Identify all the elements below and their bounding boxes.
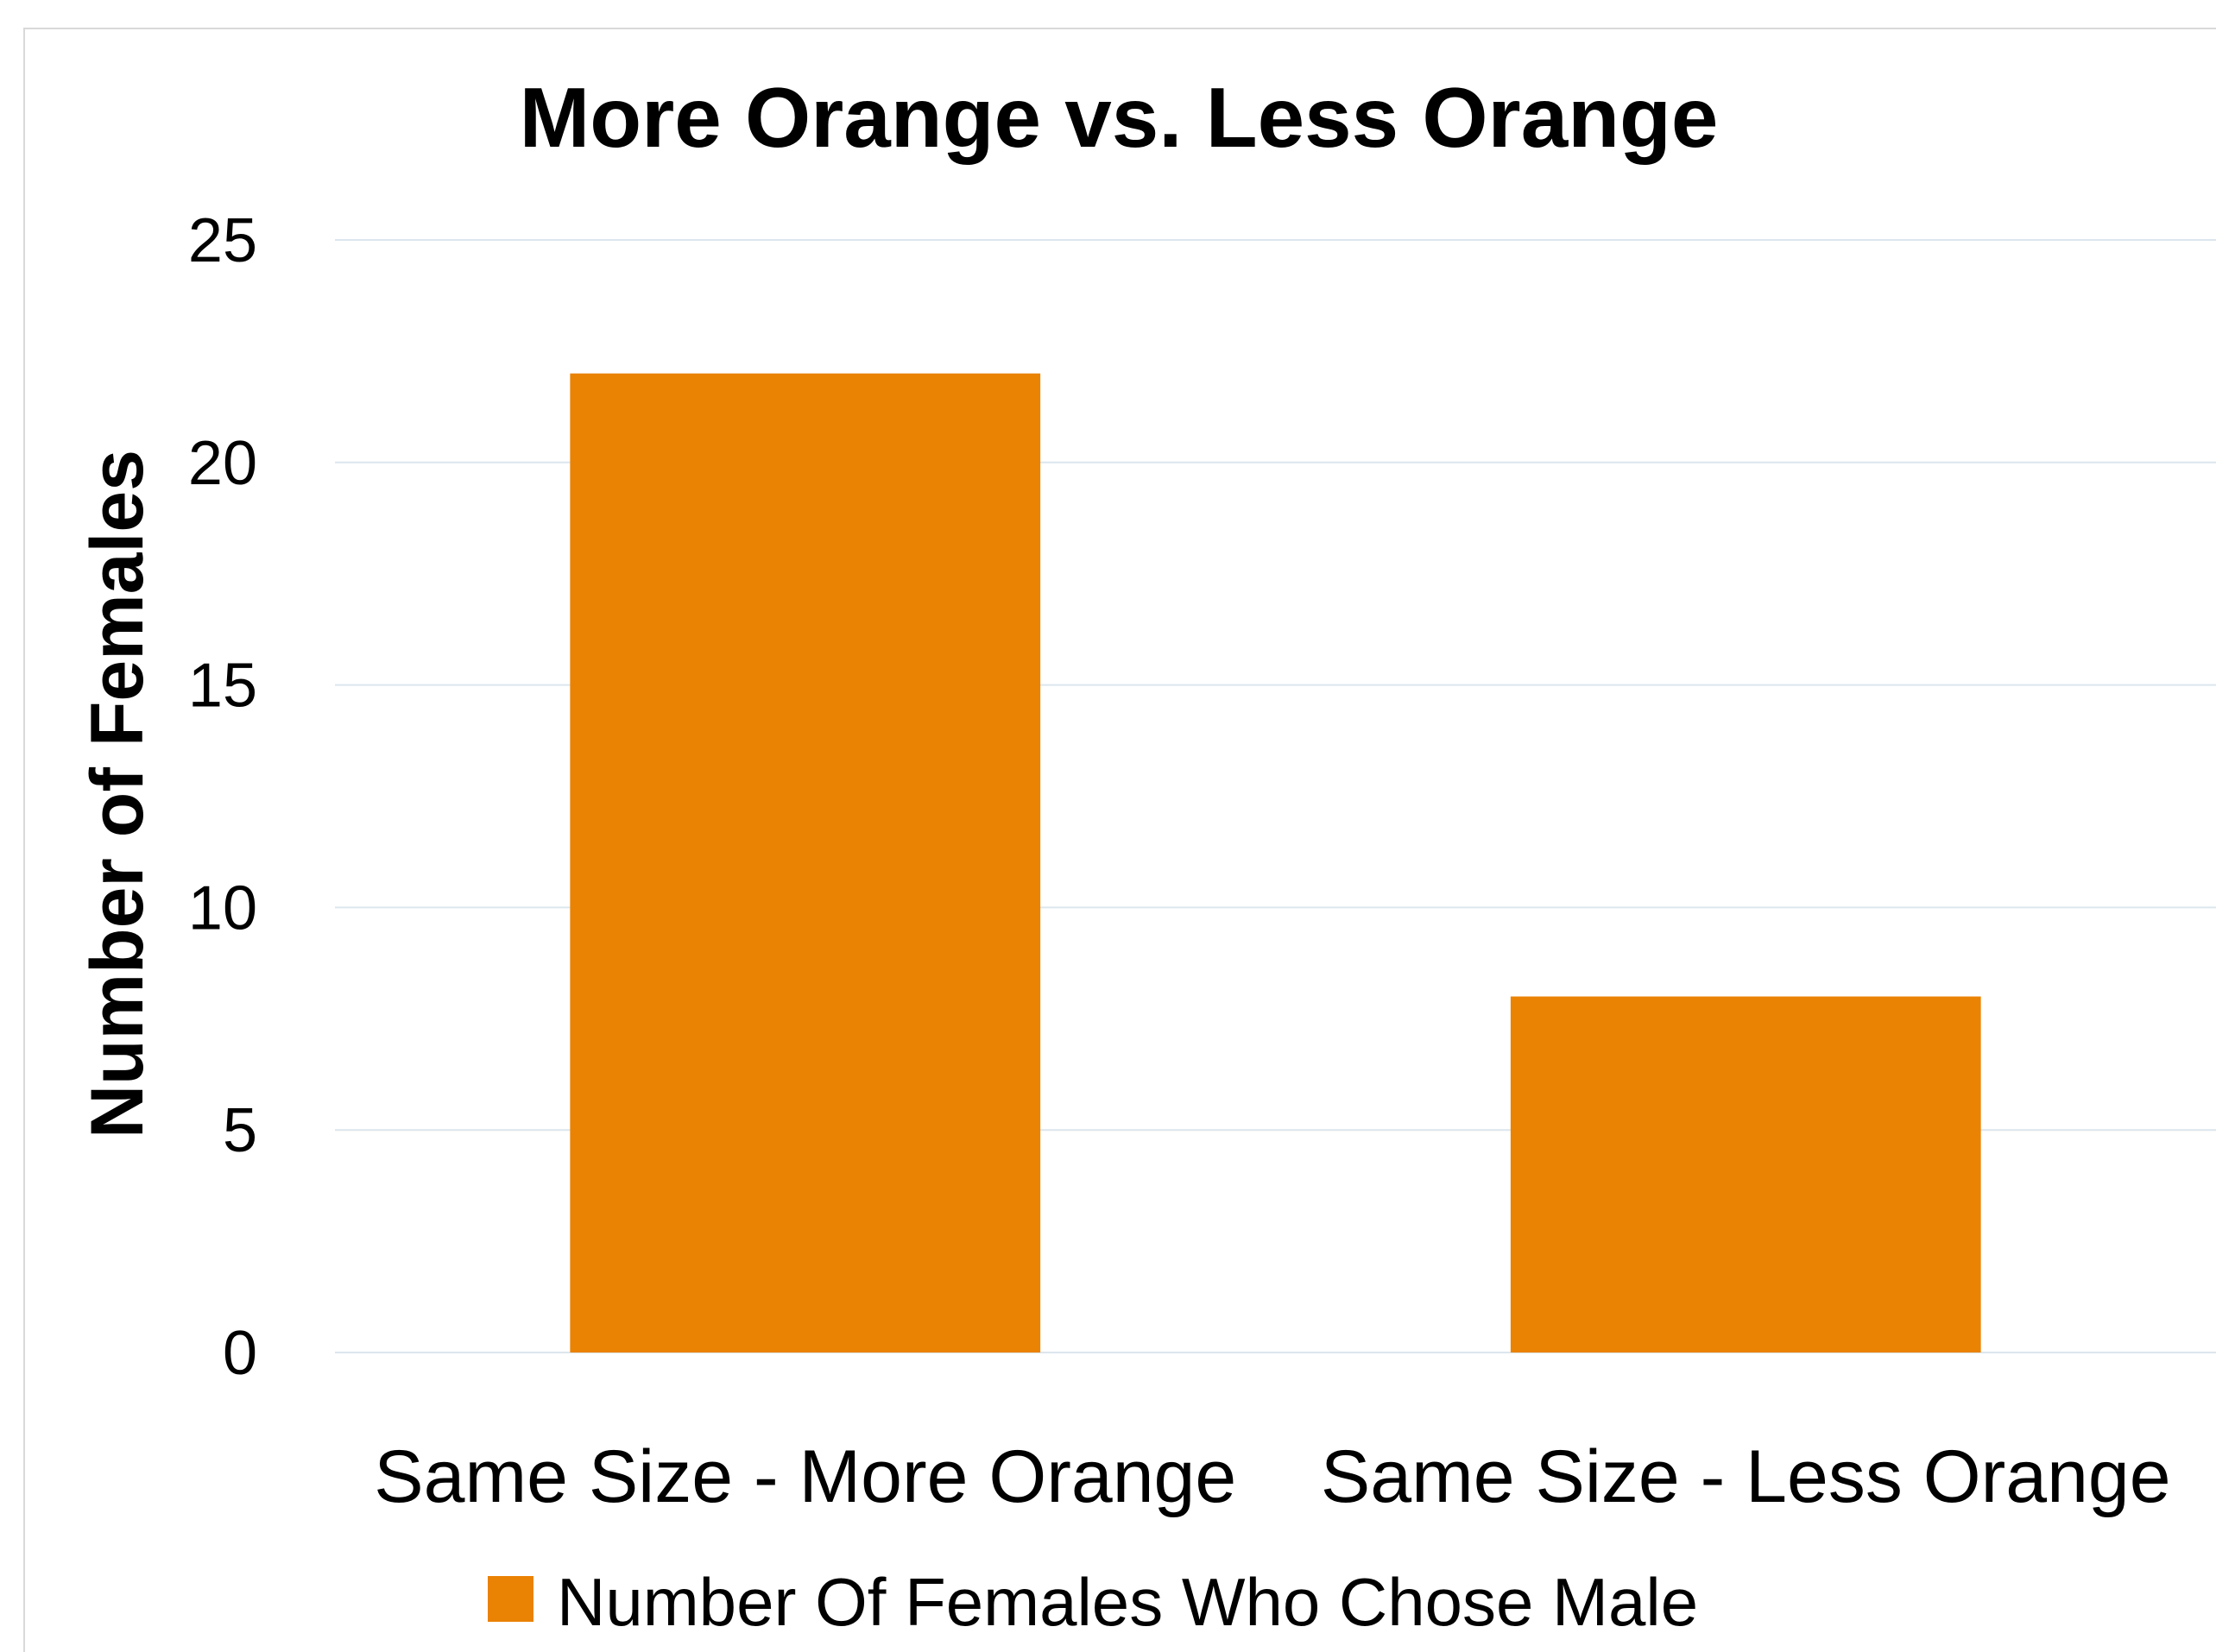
y-tick-label: 0 (223, 1319, 257, 1388)
y-tick-labels: 0 5 10 15 20 25 (188, 206, 257, 1388)
x-category-label: Same Size - Less Orange (1321, 1435, 2171, 1518)
bars (570, 373, 1981, 1353)
legend-swatch (488, 1576, 533, 1622)
y-tick-label: 20 (188, 429, 257, 498)
x-category-label: Same Size - More Orange (374, 1435, 1236, 1518)
bar (1510, 996, 1981, 1352)
y-axis-label: Number of Females (76, 450, 159, 1138)
y-tick-label: 25 (188, 206, 257, 275)
chart-title: More Orange vs. Less Orange (520, 70, 1719, 165)
y-tick-label: 5 (223, 1096, 257, 1165)
legend: Number Of Females Who Chose Male (488, 1564, 1698, 1640)
y-tick-label: 10 (188, 873, 257, 943)
legend-label: Number Of Females Who Chose Male (557, 1564, 1698, 1640)
x-category-labels: Same Size - More Orange Same Size - Less … (374, 1435, 2170, 1518)
y-tick-label: 15 (188, 652, 257, 721)
chart-frame (23, 28, 2216, 1652)
bar (570, 373, 1041, 1353)
